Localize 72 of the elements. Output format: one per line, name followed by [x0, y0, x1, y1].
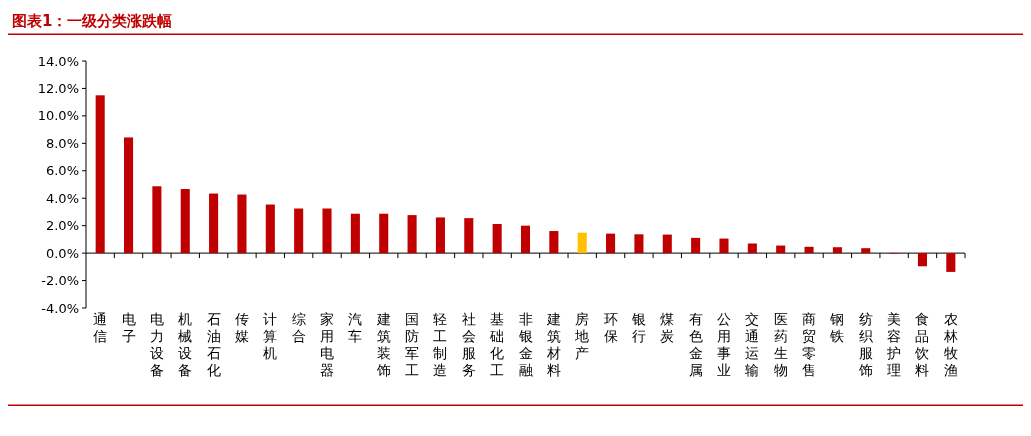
- x-tick-label: 公用事业: [716, 311, 731, 378]
- bar: [407, 215, 417, 254]
- x-tick-label: 有色金属: [688, 311, 703, 378]
- bar: [776, 245, 786, 254]
- bar: [124, 137, 134, 254]
- bar: [265, 204, 275, 254]
- x-tick-label: 纺织服饰: [857, 311, 873, 378]
- bar: [322, 208, 332, 254]
- bar: [152, 186, 162, 254]
- bar: [662, 234, 672, 254]
- bar: [209, 193, 219, 254]
- x-tick-label: 基础化工: [489, 311, 505, 378]
- x-tick-label: 传媒: [234, 311, 249, 344]
- x-tick-label: 美容护理: [886, 311, 902, 378]
- bar: [832, 247, 842, 254]
- bar: [492, 224, 502, 254]
- x-tick-label: 房地产: [574, 311, 590, 361]
- x-tick-label: 食品饮料: [914, 311, 930, 378]
- bar: [95, 95, 105, 254]
- x-tick-label: 汽车: [348, 311, 363, 344]
- y-tick-label: 2.0%: [45, 218, 79, 234]
- bar: [520, 225, 531, 254]
- bar: [350, 213, 360, 254]
- x-tick-label: 交通运输: [745, 311, 760, 378]
- bar: [804, 246, 814, 254]
- y-tick-label: 14.0%: [37, 53, 79, 69]
- bar: [719, 238, 729, 254]
- x-tick-label: 家用电器: [320, 311, 335, 378]
- x-tick-label: 煤炭: [660, 311, 675, 344]
- bar: [464, 218, 474, 254]
- x-tick-label: 计算机: [263, 311, 278, 361]
- bar: [294, 208, 304, 254]
- x-tick-label: 建筑装饰: [375, 311, 391, 378]
- bar: [549, 231, 559, 254]
- y-tick-label: 12.0%: [37, 80, 79, 96]
- bar: [180, 189, 190, 254]
- y-tick-label: -4.0%: [41, 300, 79, 316]
- x-tick-label: 通信: [93, 311, 108, 344]
- chart-title: 图表1：一级分类涨跌幅: [12, 12, 173, 30]
- x-tick-label: 轻工制造: [433, 311, 448, 378]
- x-tick-label: 国防军工: [405, 311, 420, 378]
- x-tick-label: 综合: [291, 311, 306, 344]
- x-tick-label: 非银金融: [517, 311, 533, 378]
- x-tick-label: 医药生物: [773, 311, 788, 378]
- x-tick-label: 商贸零售: [802, 311, 817, 378]
- bar: [861, 248, 871, 254]
- x-tick-label: 社会服务: [461, 311, 476, 378]
- bar: [577, 232, 587, 254]
- bar: [634, 234, 644, 254]
- y-tick-label: 10.0%: [37, 108, 79, 124]
- bar: [237, 194, 247, 254]
- bar: [606, 233, 616, 254]
- bar: [379, 213, 389, 254]
- y-tick-label: 0.0%: [45, 245, 79, 261]
- bar: [691, 237, 701, 254]
- x-tick-label: 机械设备: [178, 311, 193, 378]
- bar: [435, 217, 445, 254]
- x-tick-label: 银行: [630, 311, 646, 344]
- bar: [747, 243, 757, 254]
- x-tick-label: 石油石化: [206, 311, 221, 378]
- y-tick-label: 4.0%: [45, 190, 79, 206]
- y-tick-label: -2.0%: [41, 273, 79, 289]
- x-tick-label: 环保: [603, 311, 618, 344]
- x-tick-label: 电力设备: [149, 311, 164, 378]
- x-tick-label: 电子: [121, 311, 136, 344]
- y-tick-label: 6.0%: [45, 163, 79, 179]
- bar: [917, 253, 927, 267]
- x-tick-label: 农林牧渔: [942, 311, 958, 378]
- bar: [946, 253, 956, 272]
- x-tick-label: 建筑材料: [545, 311, 561, 378]
- x-tick-label: 钢铁: [829, 311, 845, 344]
- y-tick-label: 8.0%: [45, 135, 79, 151]
